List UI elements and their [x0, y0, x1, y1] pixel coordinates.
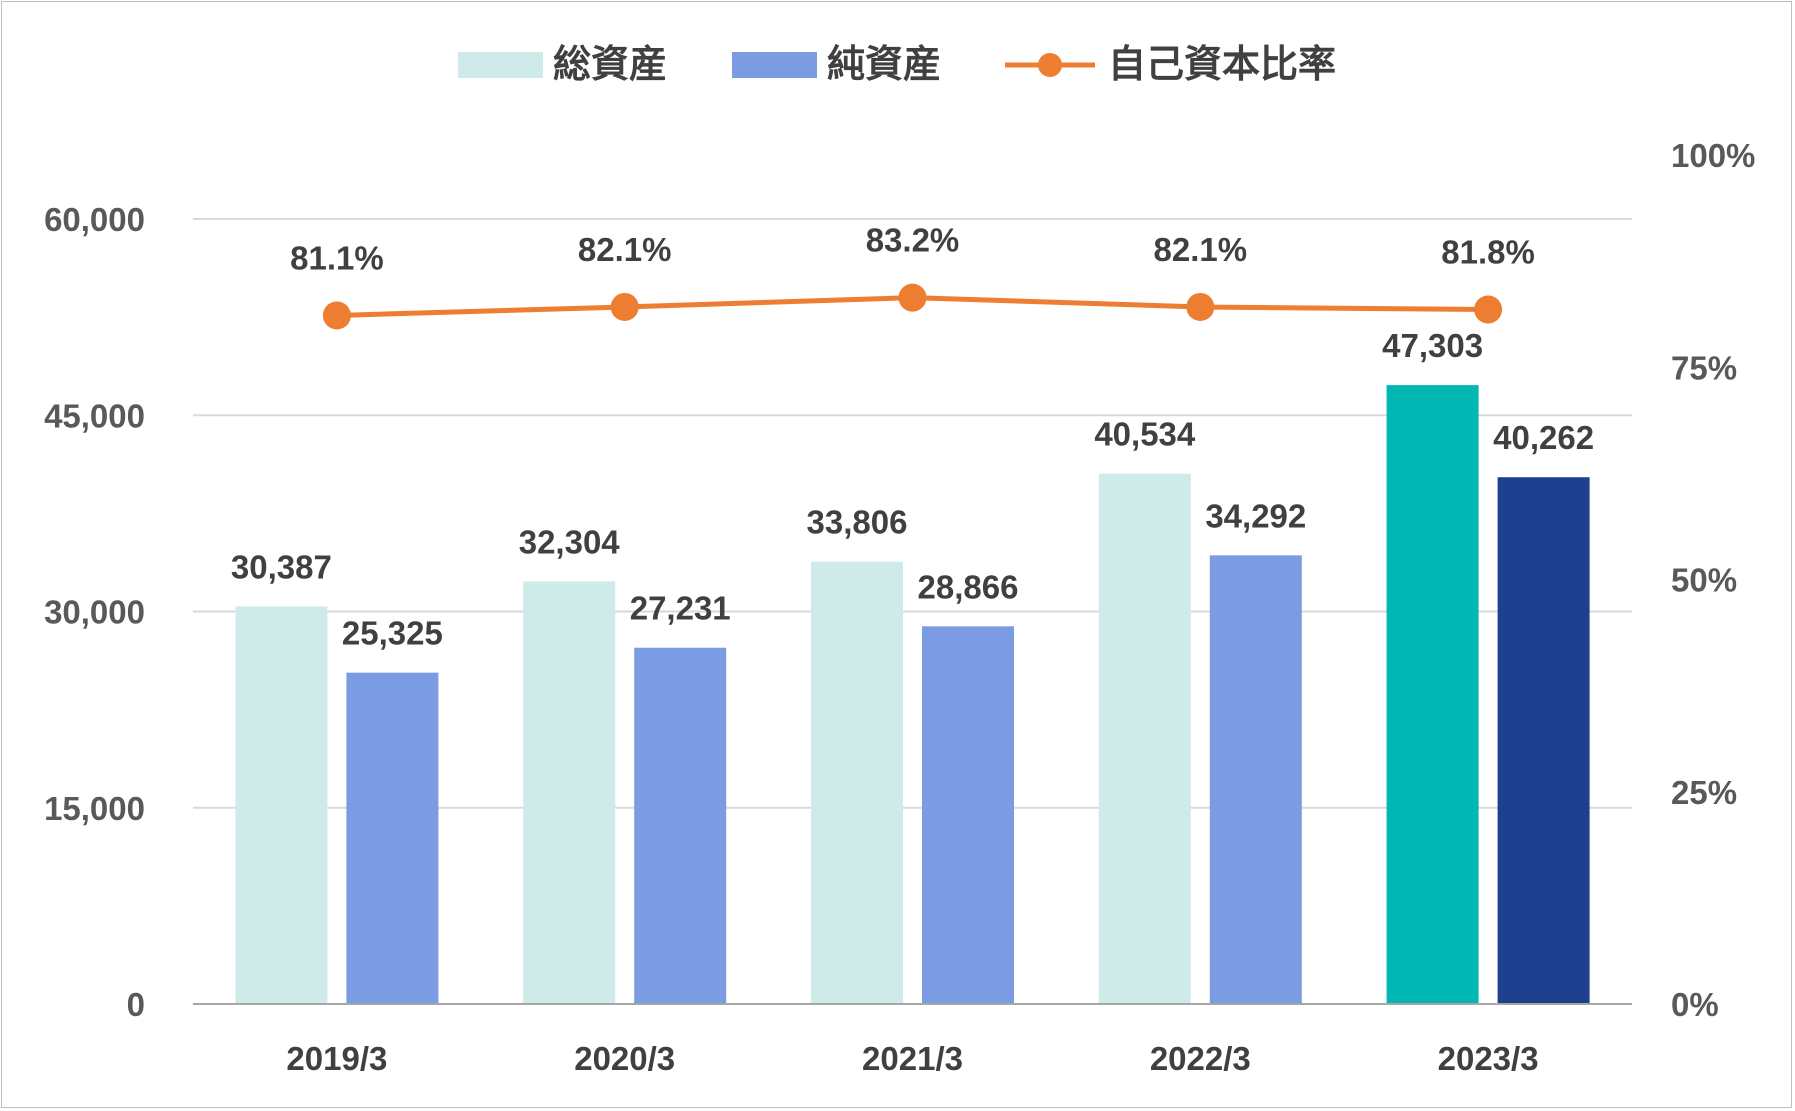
data-label-total-assets: 32,304	[519, 523, 621, 560]
x-tick-label: 2020/3	[574, 1040, 675, 1077]
legend: 総資産 純資産 自己資本比率	[458, 44, 1336, 86]
equity-ratio-point	[898, 283, 927, 312]
data-label-net-assets: 40,262	[1493, 419, 1594, 456]
bar-net-assets	[346, 672, 439, 1004]
bar-net-assets	[922, 626, 1014, 1004]
equity-ratio-line-group	[322, 283, 1503, 330]
y-left-tick-label: 30,000	[44, 594, 145, 631]
axes-group: 0 15,000 30,000 45,000 60,000 0% 25% 50% 75% 100%…	[44, 137, 1755, 1077]
y-left-tick-label: 60,000	[44, 201, 145, 238]
data-label-total-assets: 47,303	[1382, 327, 1483, 364]
y-right-tick-label: 100%	[1671, 137, 1755, 174]
legend-marker-equity-ratio	[1038, 53, 1062, 77]
legend-label-net-assets: 純資産	[827, 44, 941, 86]
legend-swatch-net-assets	[732, 52, 817, 78]
x-tick-label: 2023/3	[1438, 1040, 1539, 1077]
data-label-total-assets: 40,534	[1094, 416, 1196, 453]
y-right-tick-label: 25%	[1671, 774, 1737, 811]
equity-ratio-point	[610, 292, 639, 321]
data-label-equity-ratio: 81.8%	[1441, 234, 1535, 271]
bar-net-assets	[634, 647, 727, 1004]
bar-total-assets	[235, 606, 328, 1004]
bar-series-group	[235, 385, 1590, 1004]
bar-total-assets	[523, 581, 616, 1004]
data-label-net-assets: 34,292	[1205, 497, 1306, 534]
data-label-equity-ratio: 83.2%	[866, 222, 960, 259]
equity-ratio-point	[1186, 292, 1215, 321]
equity-ratio-point	[322, 301, 351, 330]
bar-net-assets	[1209, 555, 1302, 1004]
x-tick-label: 2022/3	[1150, 1040, 1251, 1077]
legend-label-equity-ratio: 自己資本比率	[1108, 44, 1336, 86]
data-label-net-assets: 25,325	[342, 615, 443, 652]
x-tick-label: 2019/3	[286, 1040, 387, 1077]
data-label-net-assets: 27,231	[630, 590, 731, 627]
bar-total-assets	[1386, 385, 1479, 1004]
y-right-tick-label: 50%	[1671, 562, 1737, 599]
legend-swatch-total-assets	[458, 52, 543, 78]
data-label-equity-ratio: 82.1%	[1154, 231, 1248, 268]
legend-label-total-assets: 総資産	[553, 44, 667, 86]
data-label-total-assets: 33,806	[807, 504, 908, 541]
y-left-tick-label: 0	[127, 986, 145, 1023]
equity-ratio-point	[1474, 295, 1503, 324]
y-right-tick-label: 75%	[1671, 349, 1737, 386]
bar-total-assets	[811, 561, 903, 1004]
y-left-tick-label: 45,000	[44, 397, 145, 434]
y-right-tick-label: 0%	[1671, 986, 1719, 1023]
data-label-equity-ratio: 82.1%	[578, 231, 672, 268]
data-label-total-assets: 30,387	[231, 548, 332, 585]
bar-net-assets	[1497, 477, 1590, 1004]
data-label-net-assets: 28,866	[918, 568, 1019, 605]
bar-total-assets	[1098, 473, 1191, 1004]
x-tick-label: 2021/3	[862, 1040, 963, 1077]
data-label-equity-ratio: 81.1%	[290, 239, 384, 276]
y-left-tick-label: 15,000	[44, 790, 145, 827]
